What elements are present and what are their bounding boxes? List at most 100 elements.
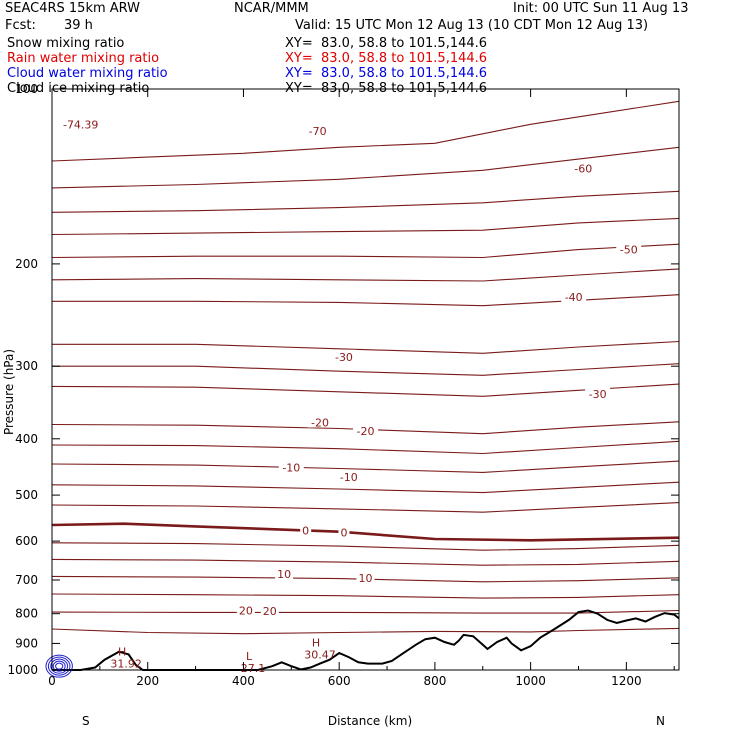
- isotherm-15: [51, 522, 680, 542]
- contour-label: 0: [302, 524, 309, 537]
- isotherm-2: [51, 190, 680, 213]
- extrema-value: 27.1: [241, 662, 266, 675]
- x-end-label-south: S: [82, 714, 90, 728]
- contour-label-bg: [305, 123, 331, 136]
- isotherm-19: [51, 593, 680, 599]
- contour-label-bg: [570, 161, 596, 174]
- contour-label: 10: [277, 568, 291, 581]
- contour-label-bg: [561, 289, 587, 302]
- contour-label: -10: [282, 461, 300, 474]
- extrema-letter: H: [312, 636, 320, 649]
- cloud-water-contour: [50, 658, 69, 674]
- cloud-water-contour: [47, 656, 71, 676]
- valid-time: Valid: 15 UTC Mon 12 Aug 13 (10 CDT Mon …: [295, 18, 649, 33]
- contour-label-bg: [338, 525, 350, 538]
- y-tick-label: 100: [15, 82, 38, 96]
- y-tick-label: 200: [15, 257, 38, 271]
- y-tick-label: 700: [15, 573, 38, 587]
- contour-label-bg: [260, 604, 279, 617]
- isotherm-8: [52, 363, 680, 376]
- y-tick-label: 600: [15, 534, 38, 548]
- extrema-letter: L: [246, 650, 253, 663]
- field-name-rain: Rain water mixing ratio: [7, 51, 160, 66]
- contour-label: -60: [574, 162, 592, 175]
- isotherm-3: [51, 217, 680, 236]
- x-tick-label: 800: [423, 674, 446, 688]
- isotherm-13: [51, 481, 680, 494]
- isotherm-11: [51, 440, 680, 455]
- isotherm-contours: [51, 100, 680, 635]
- fcst-label: Fcst:: [5, 18, 36, 33]
- contour-label-bg: [331, 349, 357, 362]
- isotherm-5: [51, 268, 680, 282]
- cloud-water-contours: [45, 654, 73, 678]
- contour-label-bg: [236, 603, 255, 616]
- contour-labels: -74.39 -70 -60 -50 -40 -30 -30 -20 -20 -10 -10 0 0 10…: [57, 117, 642, 618]
- y-tick-label: 400: [15, 432, 38, 446]
- contour-label: -20: [357, 425, 375, 438]
- cloud-water-contour: [52, 660, 66, 672]
- org-title: NCAR/MMM: [234, 1, 309, 16]
- x-tick-label: 0: [48, 674, 56, 688]
- contour-label-bg: [307, 415, 333, 428]
- y-tick-label: 500: [15, 488, 38, 502]
- x-tick-label: 1000: [515, 674, 546, 688]
- fcst-value: 39 h: [64, 18, 93, 33]
- contour-label-bg: [616, 242, 642, 255]
- contour-label-bg: [278, 460, 304, 473]
- contour-label: 0: [340, 527, 347, 540]
- contour-label: -30: [589, 388, 607, 401]
- y-axis-title: Pressure (hPa): [2, 349, 16, 435]
- isotherm-18: [51, 575, 680, 583]
- isotherm-12: [51, 460, 680, 473]
- contour-label: -50: [620, 244, 638, 257]
- contour-label: -70: [309, 125, 327, 138]
- field-xy-cloudwater: XY= 83.0, 58.8 to 101.5,144.6: [285, 66, 488, 81]
- field-xy-snow: XY= 83.0, 58.8 to 101.5,144.6: [285, 36, 488, 51]
- isotherm-16: [51, 542, 680, 551]
- contour-label: -10: [340, 471, 358, 484]
- y-tick-label: 1000: [7, 663, 38, 677]
- contour-label-bg: [57, 117, 104, 130]
- isotherm-17: [51, 558, 680, 566]
- y-tick-label: 300: [15, 359, 38, 373]
- isotherm-7: [52, 340, 680, 354]
- cloud-water-contour: [45, 654, 73, 678]
- field-name-snow: Snow mixing ratio: [7, 36, 125, 51]
- isotherm-14: [51, 502, 680, 513]
- isotherm-21: [51, 627, 680, 635]
- isotherm-9: [51, 383, 680, 397]
- contour-label: 20: [263, 605, 277, 618]
- x-tick-label: 1200: [611, 674, 642, 688]
- x-end-label-north: N: [656, 714, 665, 728]
- contour-label: -74.39: [63, 118, 98, 131]
- contour-label: 10: [359, 572, 373, 585]
- contour-label-bg: [336, 469, 362, 482]
- isotherm-10: [51, 421, 680, 435]
- model-title: SEAC4RS 15km ARW: [5, 1, 141, 16]
- extrema-value: 30.47: [304, 648, 336, 661]
- plot-frame: [51, 88, 680, 671]
- isotherm-0: [51, 100, 680, 162]
- contour-label-bg: [356, 571, 375, 584]
- extrema-letter: H: [118, 646, 126, 659]
- init-time: Init: 00 UTC Sun 11 Aug 13: [513, 1, 689, 16]
- x-tick-label: 200: [136, 674, 159, 688]
- y-tick-label: 900: [15, 636, 38, 650]
- field-xy-rain: XY= 83.0, 58.8 to 101.5,144.6: [285, 51, 488, 66]
- contour-label-bg: [300, 523, 312, 536]
- contour-label: 20: [239, 605, 253, 618]
- isotherm-4: [51, 243, 680, 259]
- contour-label: -20: [311, 417, 329, 430]
- terrain-line: [52, 609, 680, 671]
- contour-label-bg: [353, 424, 378, 437]
- x-tick-label: 600: [328, 674, 351, 688]
- cloud-water-contour: [55, 662, 64, 670]
- isotherm-6: [52, 294, 680, 307]
- x-axis-title: Distance (km): [328, 714, 412, 728]
- contour-label: -30: [335, 351, 353, 364]
- contour-label-bg: [585, 387, 611, 400]
